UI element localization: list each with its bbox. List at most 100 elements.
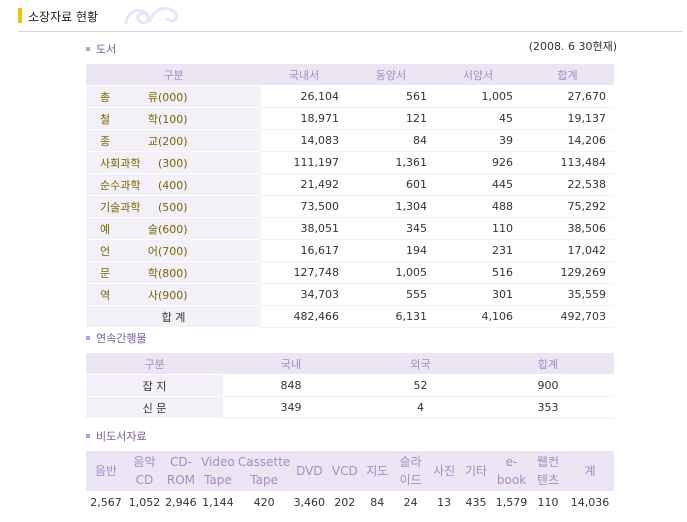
books-header-row: 구분 국내서 동양서 서양서 합계 <box>86 64 614 86</box>
table-cell: 1,052 <box>128 495 161 509</box>
bullet-icon <box>86 434 90 438</box>
nonbook-header-cell: 음악 CD <box>125 451 163 492</box>
table-cell: 22,538 <box>521 173 614 196</box>
row-category: 역 사(900) <box>86 283 261 306</box>
table-cell: 110 <box>537 495 559 509</box>
category-code: (000) <box>158 90 188 104</box>
nonbook-header-cell: 기타 <box>459 451 494 492</box>
table-row: 철 학(100) 18,971 121 45 19,137 <box>86 107 614 130</box>
table-cell: 34,703 <box>261 283 347 306</box>
table-cell: 27,670 <box>521 85 614 108</box>
serials-header-foreign: 외국 <box>359 353 482 375</box>
table-cell: 26,104 <box>261 85 347 108</box>
table-cell: 601 <box>347 173 435 196</box>
table-cell: 75,292 <box>521 195 614 218</box>
row-category: 기술과학 (500) <box>86 195 261 218</box>
category-name: 역 사 <box>100 288 158 302</box>
table-row: 잡 지 848 52 900 <box>86 374 614 397</box>
category-code: (500) <box>158 200 188 214</box>
page-header: 소장자료 현황 <box>18 5 683 32</box>
books-header-western: 서양서 <box>435 64 521 86</box>
table-cell: 18,971 <box>261 107 347 130</box>
table-cell: 445 <box>435 173 521 196</box>
bullet-icon <box>86 47 90 51</box>
category-code: (900) <box>158 288 188 302</box>
table-row: 신 문 349 4 353 <box>86 396 614 419</box>
table-cell: 19,137 <box>521 107 614 130</box>
nonbook-header-cell: CD- ROM <box>162 451 199 492</box>
row-category: 신 문 <box>86 396 223 419</box>
nonbook-header-cell: e- book <box>493 451 530 492</box>
table-row: 언 어(700) 16,617 194 231 17,042 <box>86 239 614 262</box>
table-cell: 6,131 <box>347 305 435 328</box>
table-cell: 435 <box>465 495 487 509</box>
page-title: 소장자료 현황 <box>28 10 99 24</box>
table-cell: 4,106 <box>435 305 521 328</box>
table-cell: 38,051 <box>261 217 347 240</box>
category-name: 철 학 <box>100 112 158 126</box>
row-category: 문 학(800) <box>86 261 261 284</box>
table-cell: 45 <box>435 107 521 130</box>
table-cell: 1,579 <box>495 495 528 509</box>
books-table: 구분 국내서 동양서 서양서 합계 총 류(000) 26,104 561 1,005… <box>86 64 614 328</box>
table-cell: 555 <box>347 283 435 306</box>
category-code: (200) <box>158 134 188 148</box>
swirl-ornament-icon <box>124 6 179 25</box>
serials-header-row: 구분 국내 외국 합계 <box>86 353 614 375</box>
nonbook-values-row: 2,567 1,052 2,946 1,144 420 3,460 202 84 24 13 435… <box>86 492 614 513</box>
table-cell: 926 <box>435 151 521 174</box>
table-cell: 113,484 <box>521 151 614 174</box>
table-cell: 2,567 <box>90 495 122 509</box>
table-cell: 1,361 <box>347 151 435 174</box>
table-cell: 129,269 <box>521 261 614 284</box>
table-cell: 39 <box>435 129 521 152</box>
table-cell: 516 <box>435 261 521 284</box>
books-total-label: 합 계 <box>86 305 261 328</box>
row-category: 잡 지 <box>86 374 223 397</box>
category-name: 예 술 <box>100 222 158 236</box>
table-cell: 1,304 <box>347 195 435 218</box>
table-cell: 73,500 <box>261 195 347 218</box>
table-cell: 4 <box>359 396 482 419</box>
nonbook-table: 음반 음악 CD CD- ROM Video Tape Cassette Tape DVD… <box>86 451 614 512</box>
category-name: 기술과학 <box>100 200 141 214</box>
nonbook-header-row: 음반 음악 CD CD- ROM Video Tape Cassette Tape DVD… <box>86 451 614 492</box>
bullet-icon <box>86 336 90 340</box>
nonbook-header-cell: 음반 <box>86 451 126 492</box>
table-cell: 38,506 <box>521 217 614 240</box>
row-category: 언 어(700) <box>86 239 261 262</box>
serials-header-domestic: 국내 <box>223 353 359 375</box>
nonbook-header-cell: Video Tape <box>198 451 237 492</box>
section-books-label: 도서 <box>96 43 117 56</box>
table-cell: 1,144 <box>202 495 234 509</box>
category-code: (300) <box>158 156 188 170</box>
table-row: 사회과학 (300) 111,197 1,361 926 113,484 <box>86 151 614 174</box>
category-name: 종 교 <box>100 134 158 148</box>
row-category: 종 교(200) <box>86 129 261 152</box>
table-cell: 900 <box>482 374 614 397</box>
table-cell: 127,748 <box>261 261 347 284</box>
category-name: 문 학 <box>100 266 158 280</box>
table-cell: 561 <box>347 85 435 108</box>
row-category: 예 술(600) <box>86 217 261 240</box>
table-cell: 52 <box>359 374 482 397</box>
serials-header-total: 합계 <box>482 353 614 375</box>
table-cell: 231 <box>435 239 521 262</box>
row-category: 사회과학 (300) <box>86 151 261 174</box>
nonbook-header-cell: DVD <box>291 451 328 492</box>
table-cell: 17,042 <box>521 239 614 262</box>
books-header-domestic: 국내서 <box>261 64 347 86</box>
table-cell: 492,703 <box>521 305 614 328</box>
table-cell: 194 <box>347 239 435 262</box>
table-cell: 111,197 <box>261 151 347 174</box>
serials-header-category: 구분 <box>86 353 223 375</box>
table-row: 종 교(200) 14,083 84 39 14,206 <box>86 129 614 152</box>
table-row: 기술과학 (500) 73,500 1,304 488 75,292 <box>86 195 614 218</box>
section-books-heading: 도서 <box>86 41 116 57</box>
category-code: (800) <box>158 266 188 280</box>
category-name: 순수과학 <box>100 178 141 192</box>
books-header-eastern: 동양서 <box>347 64 435 86</box>
table-cell: 349 <box>223 396 359 419</box>
category-code: (400) <box>158 178 188 192</box>
table-cell: 3,460 <box>293 495 326 509</box>
